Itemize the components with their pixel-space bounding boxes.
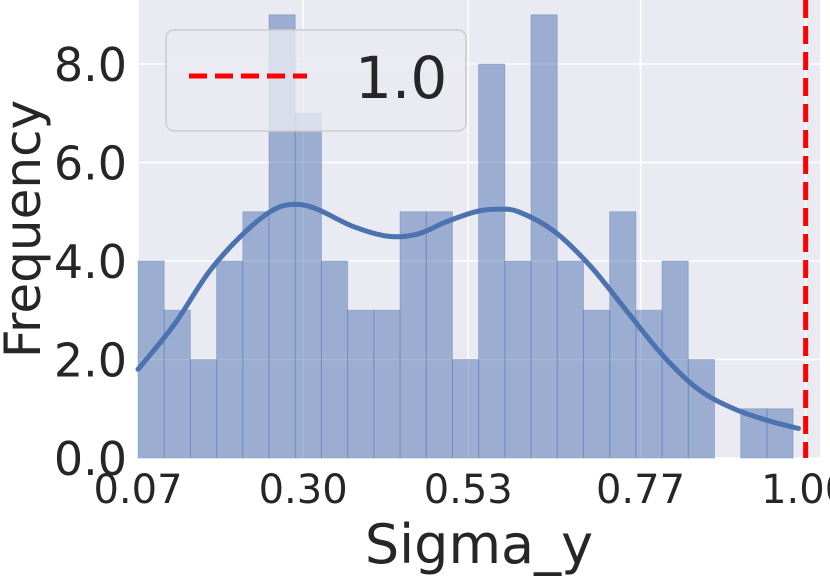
x-tick-label: 0.30: [259, 467, 348, 513]
histogram-bar: [137, 260, 165, 459]
histogram-bar: [504, 260, 532, 459]
histogram-bar: [478, 63, 506, 459]
histogram-bars: [137, 14, 794, 459]
histogram-bar: [530, 14, 558, 459]
legend-box: [165, 29, 467, 132]
histogram-bar: [347, 309, 375, 459]
histogram-bar: [609, 211, 637, 459]
histogram-bar: [451, 359, 480, 459]
y-tick-labels: 0.0 2.0 4.0 6.0 8.0: [54, 38, 127, 486]
x-tick-label: 0.77: [596, 467, 685, 513]
histogram-bar: [635, 309, 663, 459]
y-tick-label: 2.0: [54, 334, 127, 388]
histogram-bar: [373, 309, 401, 459]
x-tick-labels: 0.07 0.30 0.53 0.77 1.00: [93, 467, 830, 513]
legend: 1.0: [165, 29, 467, 132]
kde-curve: [135, 201, 801, 431]
histogram-bar: [216, 260, 244, 459]
histogram-bar: [582, 309, 611, 459]
histogram-bar: [766, 408, 794, 459]
y-tick-label: 6.0: [54, 137, 127, 191]
x-axis-label: Sigma_y: [365, 513, 593, 576]
x-tick-label: 0.53: [424, 467, 513, 513]
histogram-bar: [556, 260, 584, 459]
histogram-bar: [425, 211, 453, 459]
legend-entry-label: 1.0: [355, 44, 447, 112]
histogram-bar: [399, 211, 427, 459]
histogram-bar: [189, 359, 218, 459]
y-tick-label: 8.0: [54, 38, 127, 92]
x-tick-label: 0.07: [93, 467, 182, 513]
histogram-bar: [320, 260, 349, 459]
y-tick-label: 0.0: [54, 432, 127, 486]
histogram-bar: [242, 211, 270, 459]
histogram-bar: [294, 112, 322, 459]
y-axis-label: Frequency: [0, 100, 52, 358]
x-tick-label: 1.00: [761, 467, 830, 513]
histogram-bar: [687, 359, 715, 459]
y-tick-label: 4.0: [54, 235, 127, 289]
